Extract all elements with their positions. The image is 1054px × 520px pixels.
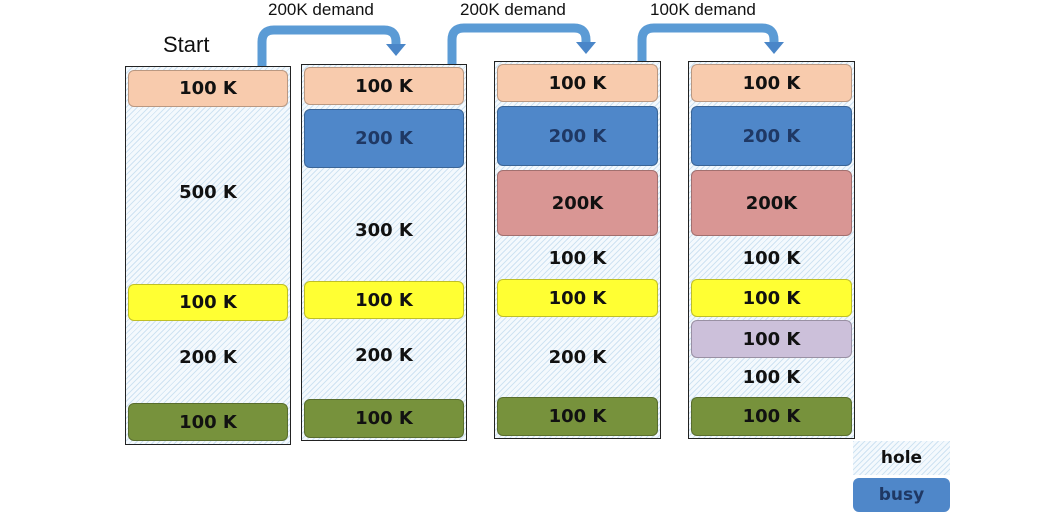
block-hole: 200 K xyxy=(179,346,237,368)
block-yellow: 100 K xyxy=(497,279,658,317)
arrow-2-icon xyxy=(447,23,596,64)
block-green: 100 K xyxy=(497,397,658,436)
block-allocated-200k: 200 K xyxy=(497,106,658,166)
block-hole: 100 K xyxy=(742,247,801,269)
demand-label-1: 200K demand xyxy=(268,0,374,19)
memory-column-after-demand-3: 100 K 200 K 200K 100 K 100 K 100 K 100 K… xyxy=(688,61,855,439)
block-os: 100 K xyxy=(128,70,288,107)
block-allocated-100k-new: 100 K xyxy=(691,320,852,358)
legend-hole: hole xyxy=(853,441,950,475)
demand-label-2: 200K demand xyxy=(460,0,566,19)
block-yellow: 100 K xyxy=(304,281,464,319)
block-green: 100 K xyxy=(304,399,464,438)
block-hole: 100 K xyxy=(548,247,607,269)
block-os: 100 K xyxy=(497,64,658,102)
block-allocated-200k-new: 200K xyxy=(497,170,658,236)
legend-busy: busy xyxy=(853,478,950,512)
block-yellow: 100 K xyxy=(691,279,852,317)
block-os: 100 K xyxy=(691,64,852,102)
block-hole: 300 K xyxy=(355,219,413,241)
block-hole: 100 K xyxy=(742,366,801,388)
block-yellow: 100 K xyxy=(128,284,288,321)
memory-column-start: 100 K 500 K 100 K 200 K 100 K xyxy=(125,66,291,445)
start-label: Start xyxy=(163,32,210,57)
arrow-1-icon xyxy=(257,25,406,66)
memory-column-after-demand-2: 100 K 200 K 200K 100 K 100 K 200 K 100 K xyxy=(494,61,661,439)
block-allocated-200k-new: 200K xyxy=(691,170,852,236)
block-hole: 200 K xyxy=(548,346,607,368)
arrow-3-icon xyxy=(637,23,784,62)
block-allocated-200k: 200 K xyxy=(304,109,464,168)
memory-column-after-demand-1: 100 K 200 K 300 K 100 K 200 K 100 K xyxy=(301,64,467,441)
block-green: 100 K xyxy=(128,403,288,441)
block-os: 100 K xyxy=(304,67,464,105)
block-green: 100 K xyxy=(691,397,852,436)
demand-label-3: 100K demand xyxy=(650,0,756,19)
block-allocated-200k: 200 K xyxy=(691,106,852,166)
block-hole: 200 K xyxy=(355,344,413,366)
block-hole: 500 K xyxy=(179,181,237,203)
